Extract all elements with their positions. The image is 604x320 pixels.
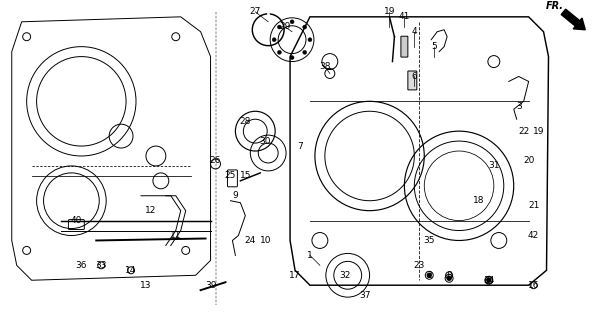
Text: 23: 23 (414, 261, 425, 270)
Text: 40: 40 (71, 216, 82, 225)
Circle shape (447, 276, 451, 280)
Text: 36: 36 (76, 261, 87, 270)
FancyArrow shape (561, 9, 585, 30)
Circle shape (427, 273, 431, 277)
Text: 17: 17 (289, 271, 301, 280)
Circle shape (290, 20, 294, 24)
Text: 6: 6 (411, 72, 417, 81)
Text: 30: 30 (260, 137, 271, 146)
Text: 7: 7 (297, 141, 303, 150)
Text: 34: 34 (483, 276, 495, 285)
Text: 20: 20 (523, 156, 535, 165)
Text: 24: 24 (245, 236, 256, 245)
Text: 3: 3 (516, 102, 522, 111)
Text: 26: 26 (210, 156, 221, 165)
Text: 31: 31 (488, 161, 500, 171)
Text: 18: 18 (473, 196, 484, 205)
Text: 10: 10 (260, 236, 271, 245)
Text: 29: 29 (280, 22, 291, 31)
Circle shape (303, 50, 307, 54)
Text: 27: 27 (249, 7, 261, 16)
Text: 14: 14 (126, 266, 137, 275)
Text: 13: 13 (140, 281, 152, 290)
Text: 25: 25 (225, 172, 236, 180)
Text: 41: 41 (399, 12, 410, 21)
Text: 21: 21 (528, 201, 539, 210)
Text: 32: 32 (339, 271, 350, 280)
Text: 12: 12 (145, 206, 156, 215)
Text: 19: 19 (384, 7, 395, 16)
Text: 8: 8 (446, 271, 452, 280)
Text: 37: 37 (359, 291, 370, 300)
Text: FR.: FR. (545, 1, 564, 11)
FancyBboxPatch shape (401, 36, 408, 57)
Text: 15: 15 (240, 172, 251, 180)
Text: 2: 2 (426, 271, 432, 280)
Text: 9: 9 (233, 191, 238, 200)
Text: 33: 33 (95, 261, 107, 270)
Circle shape (308, 38, 312, 42)
Circle shape (290, 56, 294, 60)
Text: 16: 16 (528, 281, 539, 290)
Text: 11: 11 (170, 231, 182, 240)
Text: 22: 22 (518, 127, 529, 136)
Text: 1: 1 (307, 251, 313, 260)
Text: 39: 39 (205, 281, 216, 290)
Text: 4: 4 (411, 27, 417, 36)
FancyBboxPatch shape (408, 71, 417, 90)
Circle shape (277, 50, 281, 54)
Text: 42: 42 (528, 231, 539, 240)
Circle shape (272, 38, 276, 42)
Text: 35: 35 (423, 236, 435, 245)
Circle shape (303, 25, 307, 29)
Text: 28: 28 (240, 117, 251, 126)
Text: 19: 19 (533, 127, 544, 136)
Circle shape (487, 278, 491, 282)
Text: 5: 5 (431, 42, 437, 51)
Circle shape (277, 25, 281, 29)
Text: 38: 38 (319, 62, 330, 71)
